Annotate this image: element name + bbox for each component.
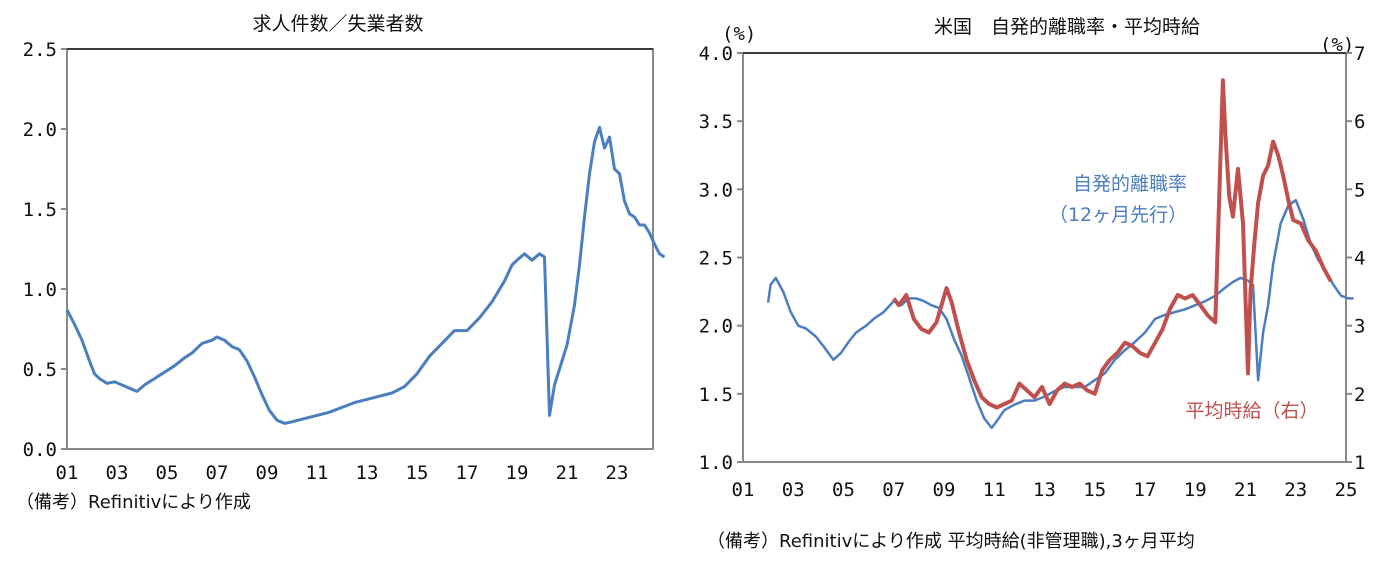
right-chart-title: 米国 自発的離職率・平均時給 bbox=[934, 16, 1200, 38]
x-tick-label: 23 bbox=[1284, 479, 1307, 501]
avg-hourly-wage-line bbox=[892, 78, 1333, 410]
avg-wage-label: 平均時給（右） bbox=[1185, 400, 1318, 422]
x-tick-label: 03 bbox=[106, 462, 129, 484]
x-tick-label: 13 bbox=[1033, 479, 1056, 501]
left-x-axis: 01 03 05 07 09 11 13 15 17 19 21 23 bbox=[56, 462, 629, 484]
y-tick-label: 3.0 bbox=[699, 179, 733, 201]
y-tick-label: 2.5 bbox=[699, 248, 733, 270]
left-chart: 求人件数／失業者数 0.0 0.5 1.0 1.5 2.0 2.5 01 03 05 07 09 1… bbox=[16, 13, 666, 513]
y-tick-label: 3.5 bbox=[699, 111, 733, 133]
x-tick-label: 01 bbox=[56, 462, 79, 484]
y2-tick-label: 4 bbox=[1354, 248, 1365, 270]
right-chart-left-y-axis: 1.0 1.5 2.0 2.5 3.0 3.5 4.0 bbox=[699, 43, 743, 474]
x-tick-label: 05 bbox=[156, 462, 179, 484]
left-plot-area bbox=[66, 48, 654, 450]
y-tick-label: 2.0 bbox=[23, 119, 57, 141]
y-tick-label: 2.0 bbox=[699, 316, 733, 338]
x-tick-label: 09 bbox=[933, 479, 956, 501]
y2-tick-label: 5 bbox=[1354, 179, 1365, 201]
y2-tick-label: 6 bbox=[1354, 111, 1365, 133]
y2-tick-label: 7 bbox=[1354, 43, 1365, 65]
y-tick-label: 2.5 bbox=[23, 39, 57, 61]
y-tick-label: 1.5 bbox=[23, 199, 57, 221]
x-tick-label: 01 bbox=[732, 479, 755, 501]
y-tick-label: 4.0 bbox=[699, 43, 733, 65]
left-chart-note: （備考）Refinitivにより作成 bbox=[16, 492, 251, 513]
right-chart-right-y-axis: 1 2 3 4 5 6 7 bbox=[1346, 43, 1365, 474]
right-chart: 米国 自発的離職率・平均時給 (%) (%) 1.0 1.5 2.0 2.5 3.0 3.… bbox=[699, 16, 1366, 552]
right-chart-note: （備考）Refinitivにより作成 平均時給(非管理職),3ヶ月平均 bbox=[707, 531, 1195, 552]
x-tick-label: 05 bbox=[832, 479, 855, 501]
y-tick-label: 0.0 bbox=[23, 439, 57, 461]
y2-tick-label: 3 bbox=[1354, 316, 1365, 338]
x-tick-label: 19 bbox=[506, 462, 529, 484]
quits-rate-line bbox=[766, 198, 1354, 430]
y-tick-label: 0.5 bbox=[23, 359, 57, 381]
x-tick-label: 15 bbox=[1083, 479, 1106, 501]
x-tick-label: 11 bbox=[306, 462, 329, 484]
jobs-to-unemployed-line bbox=[65, 125, 666, 425]
x-tick-label: 25 bbox=[1335, 479, 1358, 501]
y-tick-label: 1.0 bbox=[699, 452, 733, 474]
x-tick-label: 21 bbox=[1234, 479, 1257, 501]
x-tick-label: 11 bbox=[983, 479, 1006, 501]
x-tick-label: 07 bbox=[206, 462, 229, 484]
quits-rate-label: 自発的離職率 bbox=[1073, 173, 1187, 195]
x-tick-label: 13 bbox=[356, 462, 379, 484]
x-tick-label: 09 bbox=[256, 462, 279, 484]
x-tick-label: 17 bbox=[1134, 479, 1157, 501]
y-tick-label: 1.5 bbox=[699, 384, 733, 406]
x-tick-label: 15 bbox=[406, 462, 429, 484]
x-tick-label: 17 bbox=[456, 462, 479, 484]
y-tick-label: 1.0 bbox=[23, 279, 57, 301]
left-chart-title: 求人件数／失業者数 bbox=[252, 13, 423, 35]
y2-tick-label: 2 bbox=[1354, 384, 1365, 406]
left-axis-unit: (%) bbox=[722, 23, 756, 45]
x-tick-label: 07 bbox=[882, 479, 905, 501]
right-chart-x-axis: 01 03 05 07 09 11 13 15 17 19 21 23 25 bbox=[732, 479, 1358, 501]
x-tick-label: 03 bbox=[782, 479, 805, 501]
quits-rate-lead-label: （12ヶ月先行） bbox=[1049, 204, 1187, 226]
y2-tick-label: 1 bbox=[1354, 452, 1365, 474]
x-tick-label: 23 bbox=[606, 462, 629, 484]
left-y-axis: 0.0 0.5 1.0 1.5 2.0 2.5 bbox=[23, 39, 67, 461]
x-tick-label: 19 bbox=[1184, 479, 1207, 501]
x-tick-label: 21 bbox=[556, 462, 579, 484]
right-axis-unit: (%) bbox=[1320, 34, 1354, 56]
